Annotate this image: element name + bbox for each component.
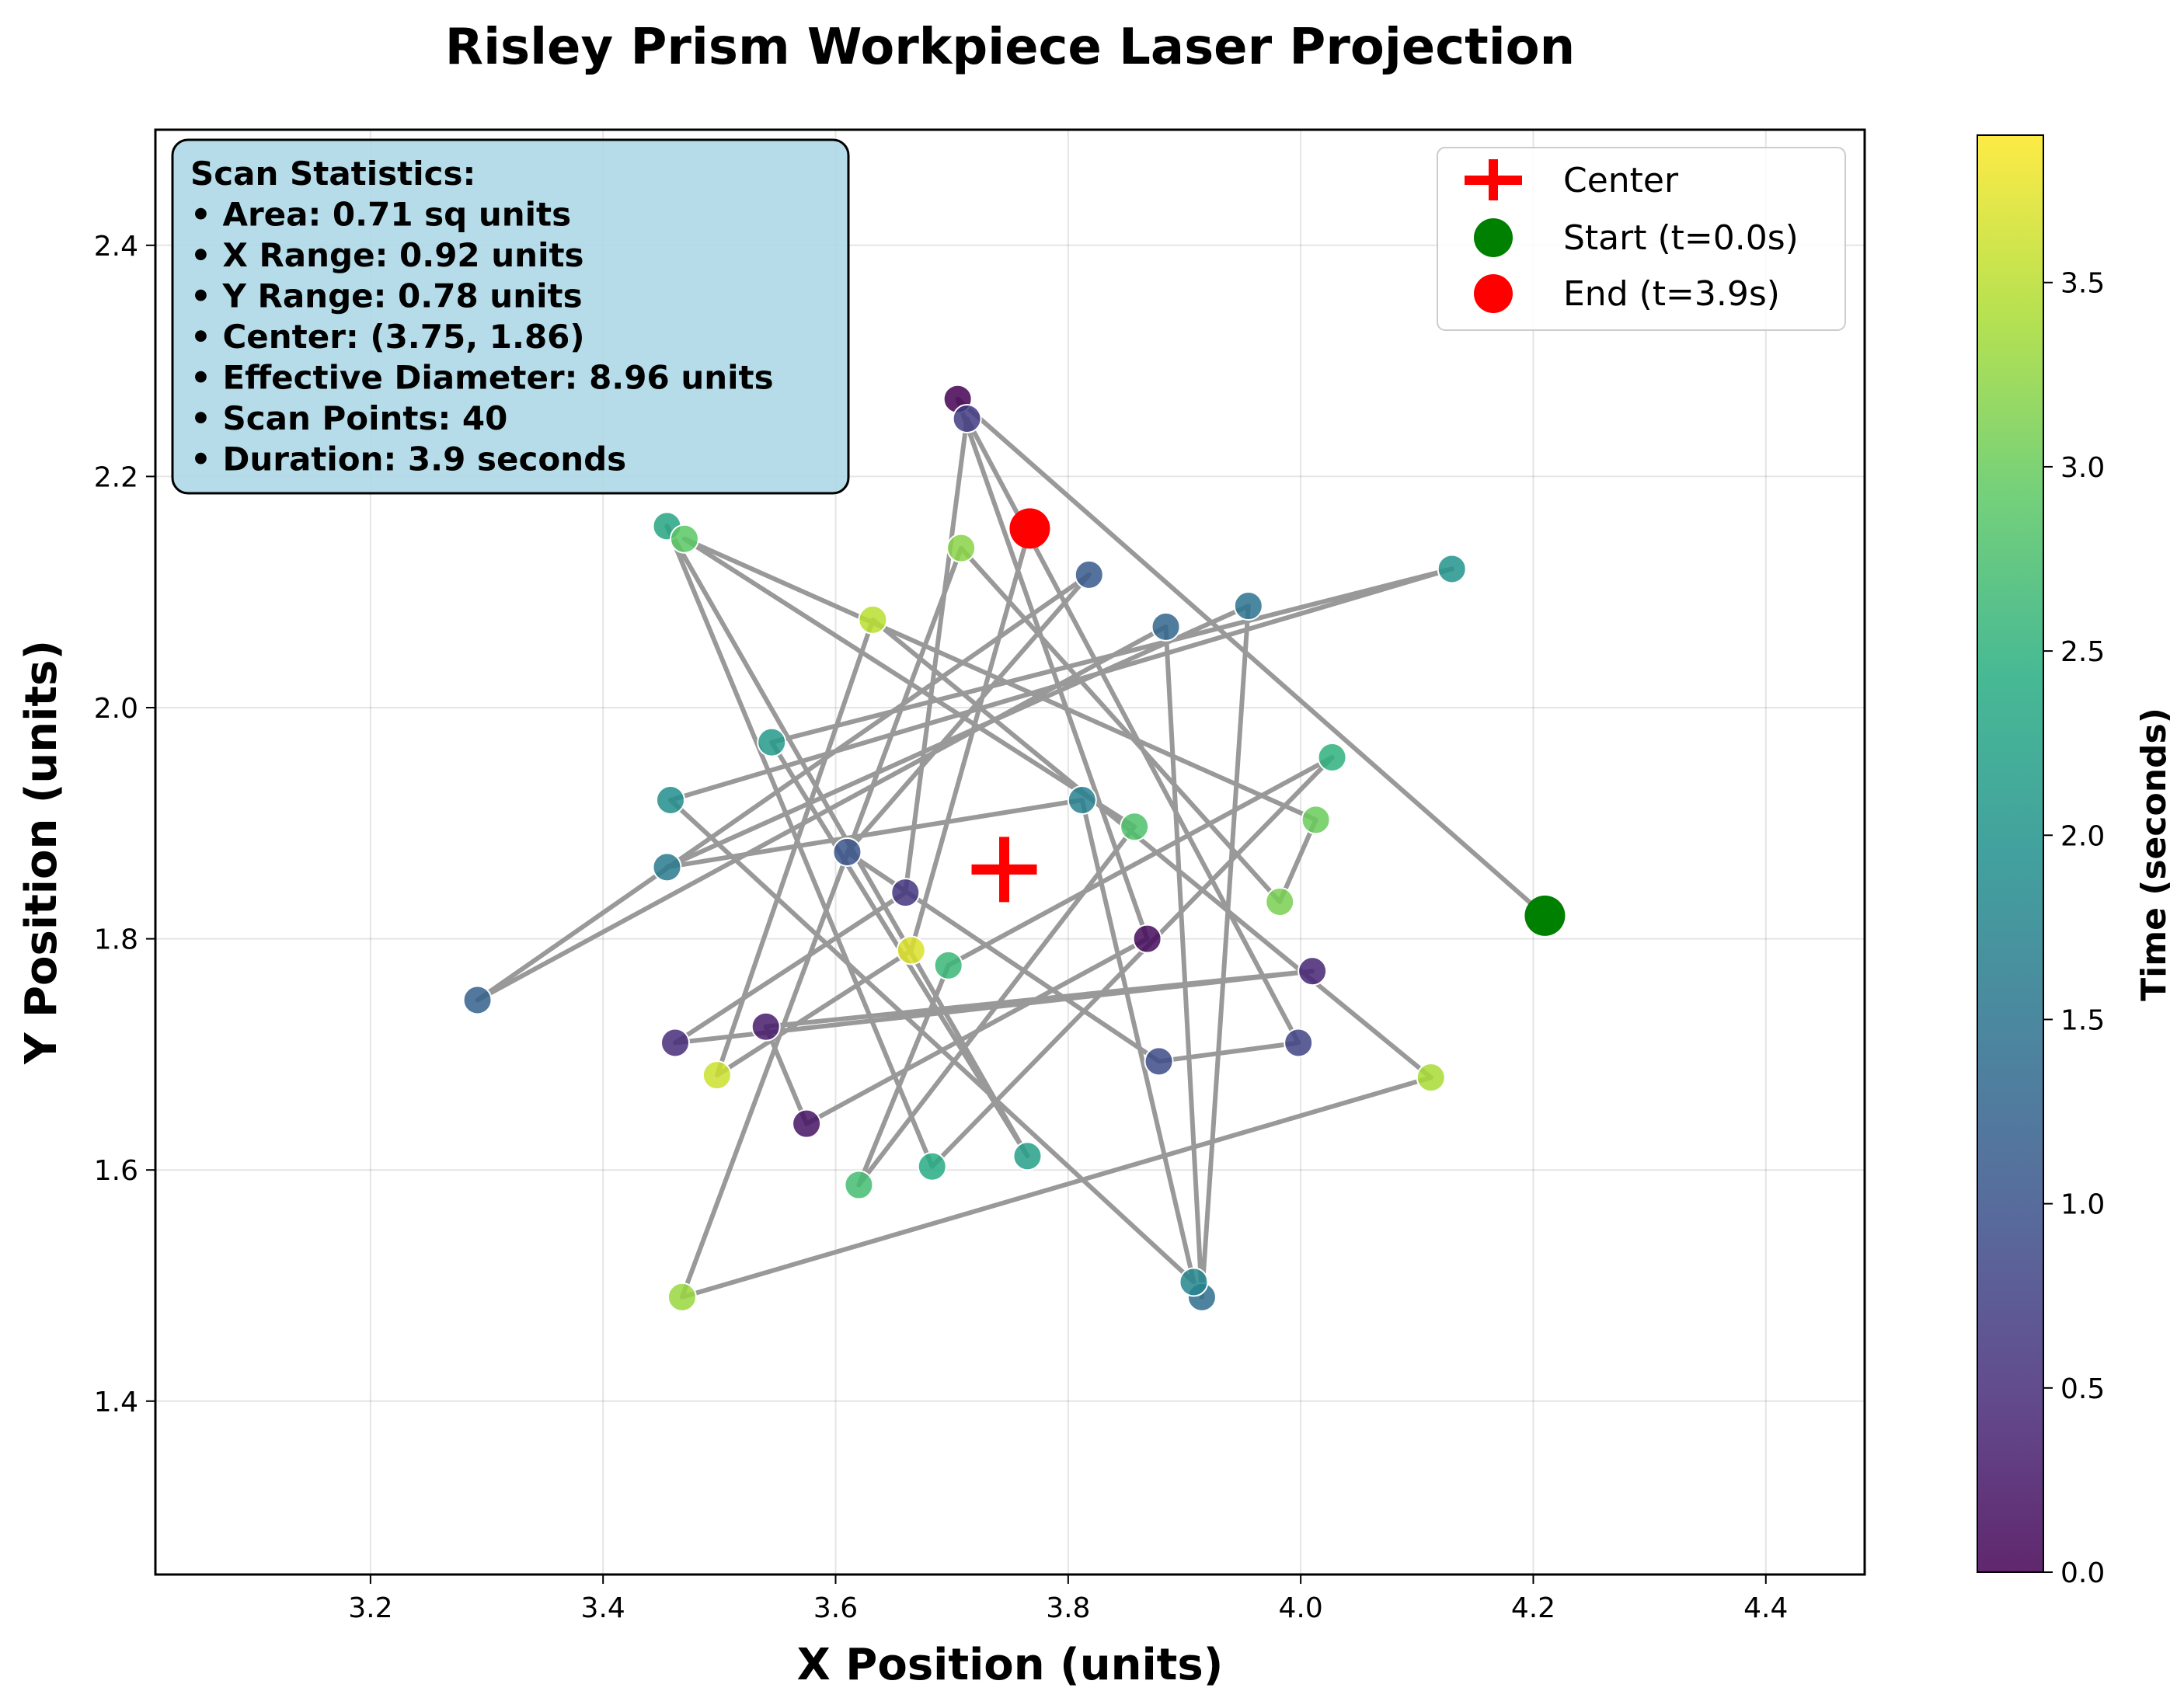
stats-box: Scan Statistics: • Area: 0.71 sq units • X… xyxy=(171,138,850,495)
colorbar-tick-label: 1.5 xyxy=(2060,1004,2105,1036)
scan-point xyxy=(702,1060,732,1091)
scan-path-line xyxy=(475,396,1547,1300)
colorbar: 0.0 0.5 1.0 1.5 2.0 2.5 3.0 3.5 Time (seconds) xyxy=(1977,134,2174,1589)
scan-point xyxy=(946,533,977,563)
legend-center-marker xyxy=(1465,159,1522,200)
stats-line: • Scan Points: 40 xyxy=(190,399,507,437)
scan-point xyxy=(751,1011,781,1042)
scan-point xyxy=(1012,1141,1043,1171)
center-marker xyxy=(971,837,1037,903)
scan-path xyxy=(475,396,1547,1300)
stats-line: • Center: (3.75, 1.86) xyxy=(190,318,585,356)
legend-label-start: Start (t=0.0s) xyxy=(1563,218,1799,258)
scan-point xyxy=(667,1282,697,1312)
colorbar-tick-label: 3.5 xyxy=(2060,268,2105,300)
colorbar-label: Time (seconds) xyxy=(2134,708,2174,1001)
scan-point xyxy=(933,950,963,980)
colorbar-tick-label: 2.5 xyxy=(2060,636,2105,668)
x-tick-label: 4.4 xyxy=(1743,1592,1788,1624)
scan-point xyxy=(890,878,921,908)
plot-area-frame xyxy=(154,128,1866,1576)
stats-line: • Area: 0.71 sq units xyxy=(190,196,571,234)
stats-line: • Y Range: 0.78 units xyxy=(190,277,583,315)
x-axis-label: X Position (units) xyxy=(797,1640,1224,1690)
x-tick-label: 3.6 xyxy=(813,1592,858,1624)
scan-point xyxy=(1120,812,1150,842)
y-tick-label: 2.4 xyxy=(94,231,138,263)
colorbar-tick-label: 0.5 xyxy=(2060,1373,2105,1405)
scan-point xyxy=(1132,924,1162,954)
y-axis-ticks: 1.4 1.6 1.8 2.0 2.2 2.4 xyxy=(94,231,155,1418)
scan-point xyxy=(1233,591,1263,621)
scan-point xyxy=(858,604,888,635)
colorbar-tick-label: 0.0 xyxy=(2060,1557,2105,1589)
scan-point xyxy=(669,524,699,554)
x-tick-label: 3.8 xyxy=(1046,1592,1090,1624)
y-tick-label: 2.0 xyxy=(94,693,138,725)
legend-label-center: Center xyxy=(1563,161,1679,200)
scan-point xyxy=(952,404,982,433)
scan-point xyxy=(917,1151,947,1181)
special-markers xyxy=(971,508,1566,936)
stats-line: • Effective Diameter: 8.96 units xyxy=(190,359,774,397)
scan-point xyxy=(655,785,685,816)
legend-start-marker xyxy=(1474,218,1513,257)
scan-point xyxy=(792,1108,822,1139)
y-tick-label: 1.8 xyxy=(94,924,138,956)
scan-point xyxy=(1067,785,1097,816)
colorbar-ticks: 0.0 0.5 1.0 1.5 2.0 2.5 3.0 3.5 xyxy=(2043,268,2105,1589)
y-tick-label: 2.2 xyxy=(94,461,138,493)
colorbar-tick-label: 3.0 xyxy=(2060,452,2105,484)
y-tick-label: 1.4 xyxy=(94,1387,138,1418)
x-axis-ticks: 3.2 3.4 3.6 3.8 4.0 4.2 4.4 xyxy=(348,1575,1788,1624)
scan-point xyxy=(1265,886,1295,917)
scan-point xyxy=(896,935,926,966)
scan-point xyxy=(1416,1063,1446,1093)
legend-end-marker xyxy=(1474,274,1513,313)
scan-point xyxy=(660,1028,690,1058)
x-tick-label: 3.4 xyxy=(581,1592,625,1624)
colorbar-gradient xyxy=(1977,134,2044,1573)
scan-point xyxy=(1317,742,1347,772)
legend: Center Start (t=0.0s) End (t=3.9s) xyxy=(1437,147,1846,331)
stats-line: • Duration: 3.9 seconds xyxy=(190,440,626,478)
scan-point xyxy=(1074,559,1104,590)
chart-title: Risley Prism Workpiece Laser Projection xyxy=(445,19,1575,76)
scan-point xyxy=(1298,956,1328,986)
end-marker xyxy=(1009,508,1050,549)
stats-line: Scan Statistics: xyxy=(190,155,475,193)
scan-point xyxy=(832,837,862,867)
scan-point xyxy=(1437,554,1467,584)
scan-point xyxy=(1144,1046,1174,1077)
scan-point xyxy=(1284,1028,1314,1058)
x-tick-label: 4.0 xyxy=(1279,1592,1323,1624)
colorbar-tick-label: 1.0 xyxy=(2060,1189,2105,1221)
scan-points xyxy=(462,384,1467,1312)
start-marker xyxy=(1524,895,1566,936)
scan-point xyxy=(757,727,787,757)
stats-text: Scan Statistics: • Area: 0.71 sq units • X… xyxy=(190,155,774,478)
scan-point xyxy=(1301,805,1331,835)
x-tick-label: 4.2 xyxy=(1511,1592,1555,1624)
y-axis-label: Y Position (units) xyxy=(16,640,67,1065)
scan-point xyxy=(462,985,493,1015)
y-tick-label: 1.6 xyxy=(94,1155,138,1187)
stats-line: • X Range: 0.92 units xyxy=(190,236,584,274)
scan-point xyxy=(652,852,682,882)
scan-point xyxy=(1179,1267,1209,1297)
colorbar-tick-label: 2.0 xyxy=(2060,820,2105,852)
scan-point xyxy=(1151,611,1181,642)
legend-label-end: End (t=3.9s) xyxy=(1563,274,1780,314)
scan-point xyxy=(844,1170,874,1200)
x-tick-label: 3.2 xyxy=(348,1592,392,1624)
